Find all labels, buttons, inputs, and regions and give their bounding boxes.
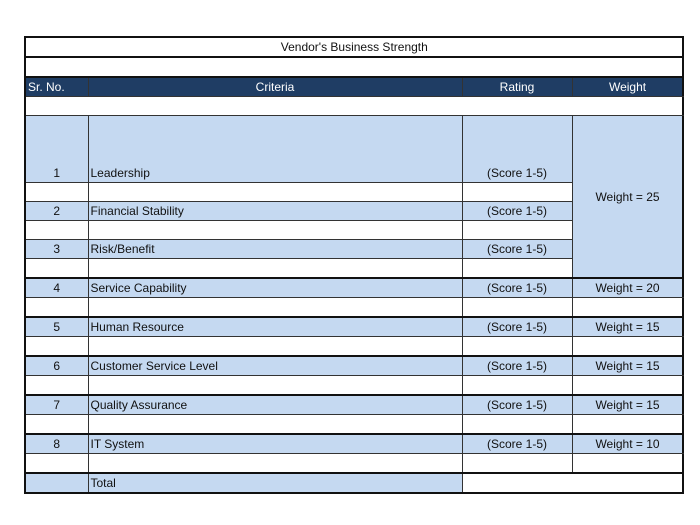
rating-cell: (Score 1-5)	[461, 201, 573, 221]
table-row: 7 Quality Assurance (Score 1-5) Weight = 15	[24, 394, 684, 415]
spacer-cell	[571, 414, 684, 435]
criteria-cell: Service Capability	[87, 277, 463, 298]
spacer-cell	[24, 375, 89, 396]
total-sr-cell	[24, 472, 89, 494]
blank-row	[24, 56, 684, 78]
spacer-row	[24, 414, 684, 435]
criteria-cell: IT System	[87, 433, 463, 454]
spacer-cell	[24, 297, 89, 318]
spacer-cell	[461, 453, 573, 474]
total-row: Total	[24, 472, 684, 494]
rating-cell: (Score 1-5)	[461, 433, 573, 454]
spacer-cell	[87, 453, 463, 474]
table-row: 3 Risk/Benefit (Score 1-5)	[24, 239, 683, 259]
criteria-cell: Human Resource	[87, 316, 463, 337]
spacer-cell	[571, 375, 684, 396]
spacer-cell	[461, 182, 573, 202]
table-row: 5 Human Resource (Score 1-5) Weight = 15	[24, 316, 684, 337]
header-rating: Rating	[461, 76, 573, 97]
header-sr-no: Sr. No.	[24, 76, 89, 97]
spacer-cell	[571, 336, 684, 357]
sr-no-cell: 1	[24, 115, 89, 183]
spacer-cell	[24, 220, 89, 240]
header-criteria: Criteria	[87, 76, 463, 97]
spacer-cell	[87, 375, 463, 396]
spacer-row	[24, 375, 684, 396]
total-value-cell	[461, 472, 684, 494]
spacer-cell	[24, 336, 89, 357]
spacer-cell	[87, 297, 463, 318]
spacer-cell	[571, 453, 684, 474]
criteria-cell: Customer Service Level	[87, 355, 463, 376]
table-title: Vendor's Business Strength	[24, 36, 684, 58]
sr-no-cell: 4	[24, 277, 89, 298]
weight-cell: Weight = 20	[571, 277, 684, 298]
vendor-strength-table: Vendor's Business Strength Sr. No. Crite…	[24, 36, 685, 494]
table-row: 6 Customer Service Level (Score 1-5) Weight…	[24, 355, 684, 376]
spacer-cell	[461, 258, 573, 279]
rating-cell: (Score 1-5)	[461, 394, 573, 415]
criteria-cell: Quality Assurance	[87, 394, 463, 415]
rating-cell: (Score 1-5)	[461, 355, 573, 376]
sr-no-cell: 2	[24, 201, 89, 221]
rating-cell: (Score 1-5)	[461, 316, 573, 337]
spacer-cell	[461, 297, 573, 318]
spacer-cell	[461, 336, 573, 357]
criteria-cell: Financial Stability	[87, 201, 463, 221]
spacer-cell	[461, 220, 573, 240]
spacer-cell	[24, 182, 89, 202]
sr-no-cell: 3	[24, 239, 89, 259]
sr-no-cell: 6	[24, 355, 89, 376]
spacer-cell	[87, 182, 463, 202]
rating-cell: (Score 1-5)	[461, 239, 573, 259]
total-label: Total	[87, 472, 463, 494]
criteria-cell: Leadership	[87, 115, 463, 183]
rating-cell: (Score 1-5)	[461, 115, 573, 183]
spacer-row	[24, 297, 684, 318]
weight-cell: Weight = 15	[571, 394, 684, 415]
spacer-cell	[87, 220, 463, 240]
spacer-cell	[87, 414, 463, 435]
rating-cell: (Score 1-5)	[461, 277, 573, 298]
sr-no-cell: 5	[24, 316, 89, 337]
weight-cell: Weight = 25	[571, 115, 684, 279]
spacer-cell	[571, 297, 684, 318]
spacer-cell	[24, 414, 89, 435]
criteria-cell: Risk/Benefit	[87, 239, 463, 259]
table-row: 4 Service Capability (Score 1-5) Weight = 2…	[24, 277, 684, 298]
sr-no-cell: 7	[24, 394, 89, 415]
spacer-cell	[24, 453, 89, 474]
spacer-row	[24, 182, 683, 202]
blank-row	[24, 96, 684, 116]
spacer-row	[24, 453, 684, 474]
header-weight: Weight	[571, 76, 684, 97]
table-row: 1 Leadership (Score 1-5) Weight = 25	[24, 115, 684, 279]
spacer-cell	[461, 375, 573, 396]
sr-no-cell: 8	[24, 433, 89, 454]
weight-cell: Weight = 10	[571, 433, 684, 454]
spacer-row	[24, 336, 684, 357]
weight-cell: Weight = 15	[571, 355, 684, 376]
spacer-cell	[461, 414, 573, 435]
spacer-cell	[87, 336, 463, 357]
weight-cell: Weight = 15	[571, 316, 684, 337]
spacer-cell	[24, 258, 89, 279]
spacer-cell	[87, 258, 463, 279]
table-row: 8 IT System (Score 1-5) Weight = 10	[24, 433, 684, 454]
